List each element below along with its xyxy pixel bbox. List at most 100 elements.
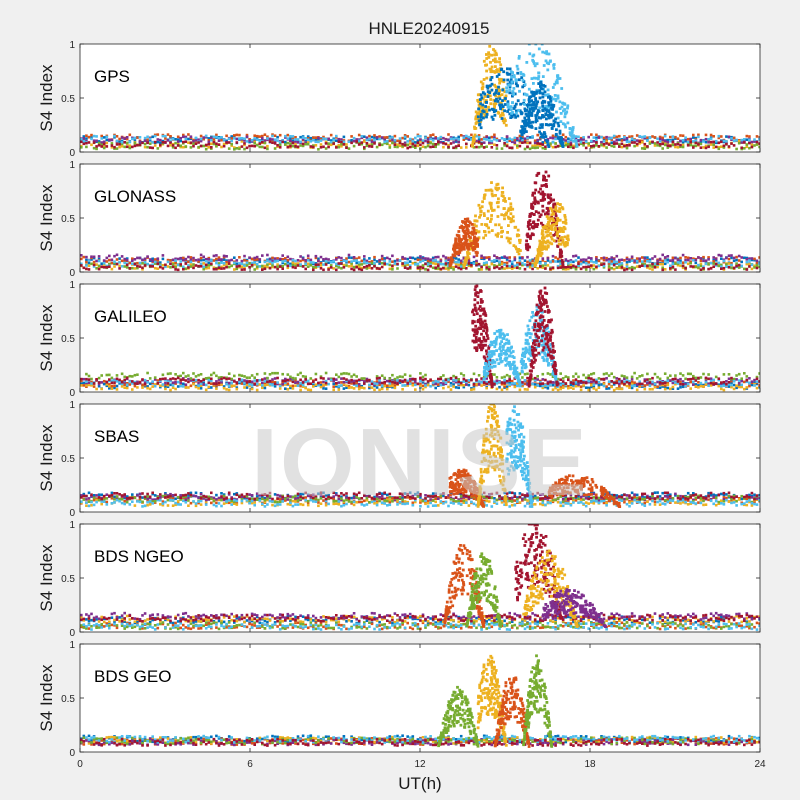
data-point xyxy=(212,142,216,146)
data-point xyxy=(102,142,106,146)
data-point xyxy=(562,225,566,229)
data-point xyxy=(579,138,583,141)
panel-label: GPS xyxy=(94,67,130,86)
data-point xyxy=(406,143,409,147)
data-point xyxy=(537,190,541,194)
data-point xyxy=(490,229,494,232)
data-point xyxy=(610,256,613,259)
data-point xyxy=(550,228,554,231)
data-point xyxy=(541,193,545,196)
data-point xyxy=(452,137,455,141)
data-point xyxy=(740,264,743,268)
data-point xyxy=(536,218,540,222)
data-point xyxy=(456,246,460,250)
data-point xyxy=(243,137,246,140)
data-point xyxy=(258,145,262,149)
data-point xyxy=(658,144,662,148)
data-point xyxy=(610,144,613,148)
data-point xyxy=(501,99,504,102)
data-point xyxy=(230,144,233,147)
data-point xyxy=(398,144,402,148)
data-point xyxy=(523,147,527,151)
data-point xyxy=(337,140,341,144)
data-point xyxy=(189,141,193,144)
data-point xyxy=(171,381,175,384)
data-point xyxy=(171,263,175,266)
data-point xyxy=(489,220,492,223)
data-point xyxy=(250,261,254,265)
data-point xyxy=(245,379,249,383)
data-point xyxy=(524,243,528,247)
data-point xyxy=(618,260,621,264)
data-point xyxy=(340,377,343,380)
data-point xyxy=(202,258,205,262)
data-point xyxy=(465,219,469,223)
data-point xyxy=(403,141,407,145)
data-point xyxy=(477,203,481,207)
data-point xyxy=(266,253,269,257)
data-point xyxy=(556,260,560,263)
data-point xyxy=(294,142,297,146)
data-point xyxy=(391,141,394,145)
data-point xyxy=(286,133,290,137)
data-point xyxy=(416,266,420,270)
data-point xyxy=(605,256,608,260)
data-point xyxy=(176,138,180,141)
data-point xyxy=(217,143,221,146)
data-point xyxy=(506,100,510,104)
data-point xyxy=(735,262,738,265)
data-point xyxy=(217,266,221,269)
data-point xyxy=(258,139,262,143)
data-point xyxy=(480,138,483,141)
data-point xyxy=(658,140,662,143)
data-point xyxy=(483,92,487,96)
data-point xyxy=(755,140,759,144)
data-point xyxy=(222,267,226,270)
data-point xyxy=(541,247,544,251)
data-point xyxy=(314,140,318,144)
data-point xyxy=(563,214,567,217)
data-point xyxy=(194,385,198,389)
data-point xyxy=(514,102,518,106)
data-point xyxy=(225,255,228,258)
data-point xyxy=(171,386,175,389)
data-point xyxy=(469,246,473,250)
data-point xyxy=(679,377,682,381)
data-point xyxy=(474,117,478,121)
data-point xyxy=(458,240,462,243)
data-point xyxy=(615,254,619,258)
data-point xyxy=(524,109,527,113)
data-point xyxy=(537,211,541,215)
data-point xyxy=(360,266,364,270)
data-point xyxy=(474,214,477,218)
data-point xyxy=(401,257,404,261)
data-point xyxy=(503,263,506,266)
data-point xyxy=(501,105,505,108)
data-point xyxy=(519,110,523,114)
data-point xyxy=(276,382,279,386)
data-point xyxy=(146,385,149,388)
data-point xyxy=(291,135,295,138)
data-point xyxy=(669,387,672,391)
data-point xyxy=(85,258,88,262)
panel-label: GLONASS xyxy=(94,187,176,206)
data-point xyxy=(478,215,481,219)
data-point xyxy=(557,242,561,246)
data-point xyxy=(408,260,412,263)
data-point xyxy=(289,144,292,148)
data-point xyxy=(689,257,692,260)
y-tick-label: 1 xyxy=(69,160,75,171)
data-point xyxy=(607,382,611,386)
data-point xyxy=(398,139,402,142)
data-point xyxy=(472,387,476,391)
data-point xyxy=(494,194,497,197)
data-point xyxy=(541,143,545,146)
data-point xyxy=(357,143,361,146)
data-point xyxy=(255,143,259,147)
data-point xyxy=(355,138,358,141)
data-point xyxy=(123,145,126,149)
data-point xyxy=(730,263,733,267)
data-point xyxy=(291,263,295,267)
data-point xyxy=(521,139,524,143)
data-point xyxy=(225,134,228,138)
